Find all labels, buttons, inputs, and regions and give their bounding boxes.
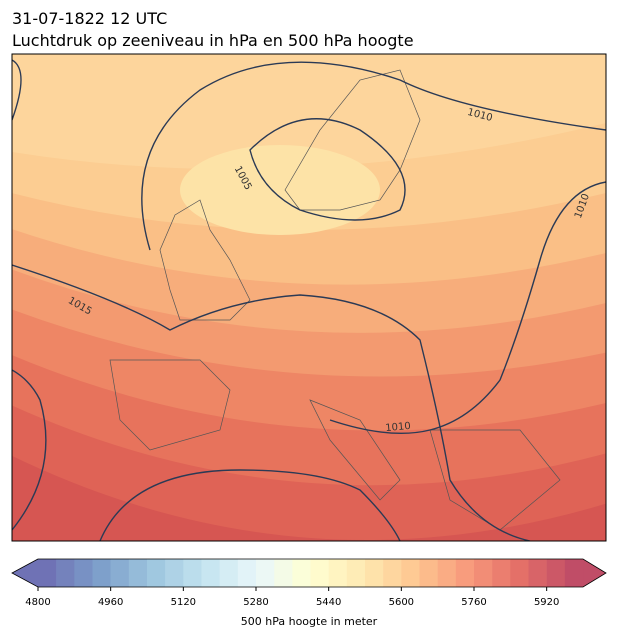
colorbar-box bbox=[92, 559, 111, 587]
colorbar: 4800 4960 5120 5280 5440 5600 5760 5920 bbox=[11, 558, 607, 608]
colorbar-tick-label: 4800 bbox=[25, 597, 50, 608]
colorbar-tick-label: 5760 bbox=[461, 597, 486, 608]
colorbar-box bbox=[528, 559, 547, 587]
colorbar-box bbox=[256, 559, 275, 587]
colorbar-box bbox=[437, 559, 457, 587]
colorbar-box bbox=[74, 559, 93, 587]
colorbar-box bbox=[310, 559, 329, 587]
colorbar-box bbox=[383, 559, 402, 587]
colorbar-box bbox=[401, 559, 420, 587]
colorbar-box bbox=[147, 559, 166, 587]
colorbar-box bbox=[455, 559, 475, 587]
colorbar-extend-high bbox=[583, 559, 606, 587]
colorbar-tick-label: 5120 bbox=[171, 597, 196, 608]
colorbar-tick-label: 5600 bbox=[389, 597, 414, 608]
colorbar-box bbox=[474, 559, 493, 587]
colorbar-tick-label: 5440 bbox=[316, 597, 341, 608]
colorbar-extend-low bbox=[12, 559, 38, 587]
colorbar-box bbox=[346, 559, 366, 587]
colorbar-box bbox=[365, 559, 384, 587]
date: 31-07-1822 12 UTC bbox=[12, 9, 167, 28]
colorbar-tick-label: 5280 bbox=[243, 597, 268, 608]
colorbar-box bbox=[274, 559, 293, 587]
colorbar-tick-label: 5920 bbox=[534, 597, 559, 608]
colorbar-outline bbox=[11, 558, 607, 588]
colorbar-box bbox=[128, 559, 148, 587]
colorbar-box bbox=[38, 559, 57, 587]
colorbar-box bbox=[183, 559, 202, 587]
map bbox=[12, 54, 606, 541]
colorbar-box bbox=[165, 559, 184, 587]
colorbar-box bbox=[419, 559, 438, 587]
colorbar-box bbox=[546, 559, 566, 587]
colorbar-tick-label: 4960 bbox=[98, 597, 123, 608]
map-frame bbox=[11, 53, 607, 542]
contour-label: 1010 bbox=[385, 421, 411, 434]
colorbar-box bbox=[564, 559, 584, 587]
colorbar-box bbox=[110, 559, 130, 587]
colorbar-box bbox=[56, 559, 75, 587]
colorbar-box bbox=[510, 559, 529, 587]
colorbar-label: 500 hPa hoogte in meter bbox=[241, 615, 378, 628]
colorbar-box bbox=[492, 559, 511, 587]
title: Luchtdruk op zeeniveau in hPa en 500 hPa… bbox=[12, 31, 414, 50]
colorbar-box bbox=[201, 559, 220, 587]
colorbar-box bbox=[219, 559, 239, 587]
colorbar-box bbox=[328, 559, 348, 587]
colorbar-box bbox=[237, 559, 257, 587]
colorbar-box bbox=[292, 559, 311, 587]
